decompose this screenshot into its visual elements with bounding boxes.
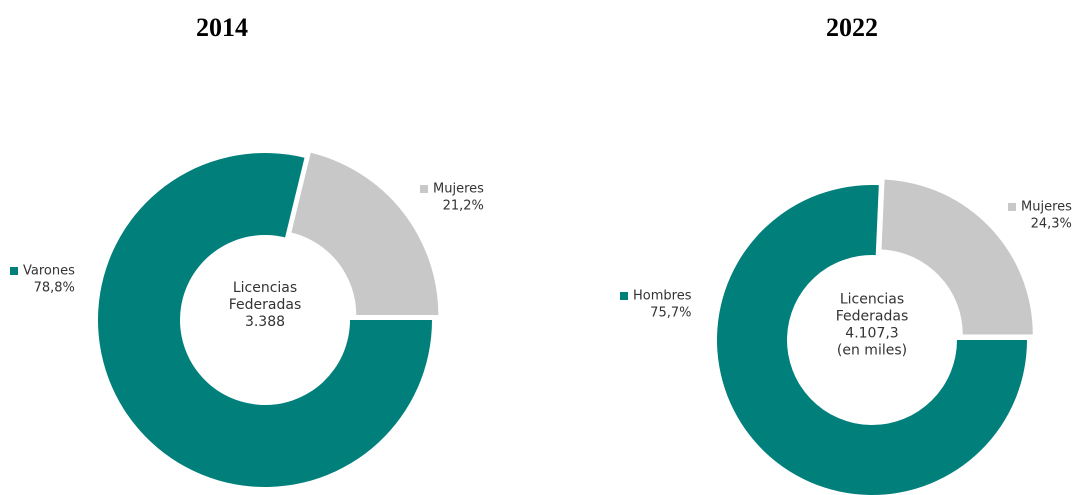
slice-value: 78,8%	[34, 281, 75, 296]
center-text: Licencias	[840, 292, 904, 308]
chart-title: 2022	[826, 13, 878, 42]
donut-slice	[881, 179, 1033, 335]
slice-label: Mujeres	[1021, 200, 1072, 215]
slice-value: 21,2%	[443, 199, 484, 214]
chart-title: 2014	[196, 13, 248, 42]
slice-label: Varones	[23, 264, 75, 279]
legend-swatch	[1008, 203, 1016, 211]
slice-label: Hombres	[633, 289, 692, 304]
donut-slice	[717, 185, 1027, 495]
center-text: (en miles)	[837, 343, 907, 359]
legend-swatch	[620, 292, 628, 300]
center-text: Licencias	[233, 280, 297, 296]
slice-value: 75,7%	[650, 306, 691, 321]
slice-label: Mujeres	[433, 182, 484, 197]
legend-swatch	[10, 267, 18, 275]
donut-slice	[291, 152, 439, 316]
center-text: Federadas	[836, 309, 909, 325]
donut-slice	[97, 152, 432, 488]
center-text: 3.388	[245, 314, 285, 330]
center-text: Federadas	[229, 297, 302, 313]
legend-swatch	[420, 185, 428, 193]
center-text: 4.107,3	[845, 326, 898, 342]
slice-value: 24,3%	[1031, 217, 1072, 232]
